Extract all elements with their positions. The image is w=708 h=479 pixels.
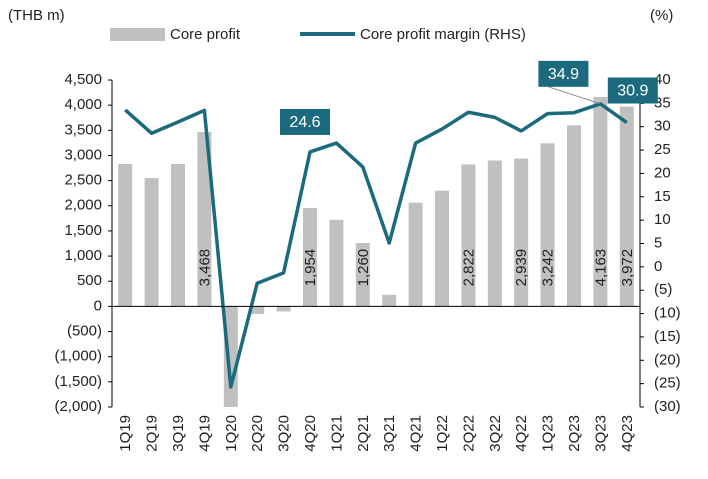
y-tick-label: (500) bbox=[67, 323, 102, 340]
x-tick-label: 3Q23 bbox=[592, 415, 609, 452]
y2-tick-label: (15) bbox=[654, 328, 681, 345]
bar bbox=[171, 164, 185, 307]
bar bbox=[540, 143, 555, 307]
x-tick-label: 4Q21 bbox=[408, 415, 425, 452]
bar bbox=[461, 164, 476, 307]
bar bbox=[223, 306, 238, 407]
y2-tick-label: 30 bbox=[654, 118, 671, 135]
bar-value-label: 2,939 bbox=[513, 249, 530, 287]
y2-tick-label: 10 bbox=[654, 211, 671, 228]
y2-tick-label: (30) bbox=[654, 398, 681, 415]
x-tick-label: 3Q20 bbox=[276, 415, 293, 452]
leader-line bbox=[548, 86, 601, 105]
bar bbox=[487, 160, 502, 307]
y2-tick-label: (10) bbox=[654, 305, 681, 322]
y2-unit-label: (%) bbox=[650, 7, 673, 24]
y-tick-label: 500 bbox=[77, 272, 102, 289]
legend-label: Core profit bbox=[170, 26, 241, 43]
bar-value-label: 3,242 bbox=[540, 249, 557, 287]
x-tick-label: 1Q22 bbox=[434, 415, 451, 452]
bar bbox=[355, 242, 370, 307]
bar bbox=[276, 306, 291, 312]
x-tick-label: 3Q22 bbox=[487, 415, 504, 452]
bar bbox=[329, 219, 344, 307]
x-tick-label: 4Q20 bbox=[302, 415, 319, 452]
x-tick-label: 2Q20 bbox=[249, 415, 266, 452]
x-tick-label: 3Q21 bbox=[381, 415, 398, 452]
y-tick-label: 3,500 bbox=[64, 121, 102, 138]
y-tick-label: 2,000 bbox=[64, 197, 102, 214]
bar bbox=[435, 190, 449, 307]
bar bbox=[514, 158, 529, 307]
y-tick-label: (1,500) bbox=[54, 373, 102, 390]
x-tick-label: 2Q22 bbox=[460, 415, 477, 452]
y2-tick-label: 0 bbox=[654, 258, 662, 275]
bar bbox=[408, 202, 423, 307]
y2-tick-label: 35 bbox=[654, 94, 671, 111]
x-tick-label: 4Q22 bbox=[513, 415, 530, 452]
y-tick-label: 1,500 bbox=[64, 222, 102, 239]
label-box bbox=[538, 60, 589, 87]
x-tick-label: 1Q21 bbox=[328, 415, 345, 452]
bar bbox=[144, 178, 159, 307]
y2-tick-label: 5 bbox=[654, 234, 662, 251]
bar-value-label: 3,468 bbox=[196, 249, 213, 287]
y-tick-label: 2,500 bbox=[64, 172, 102, 189]
line-value-label: 34.9 bbox=[548, 66, 579, 83]
bar bbox=[382, 294, 397, 307]
bar bbox=[619, 106, 634, 307]
y2-tick-label: 25 bbox=[654, 141, 671, 158]
line-value-label: 30.9 bbox=[617, 83, 648, 100]
bar-value-label: 3,972 bbox=[619, 249, 636, 287]
x-tick-label: 2Q23 bbox=[566, 415, 583, 452]
legend-swatch bbox=[110, 28, 165, 41]
y-tick-label: 0 bbox=[94, 297, 102, 314]
bar bbox=[593, 96, 608, 307]
bar bbox=[250, 306, 265, 314]
x-tick-label: 4Q19 bbox=[196, 415, 213, 452]
x-tick-label: 1Q23 bbox=[540, 415, 557, 452]
x-tick-label: 1Q20 bbox=[223, 415, 240, 452]
bar-value-label: 2,822 bbox=[460, 249, 477, 287]
legend-label: Core profit margin (RHS) bbox=[360, 26, 526, 43]
y2-tick-label: (25) bbox=[654, 375, 681, 392]
bar bbox=[567, 125, 581, 307]
bar bbox=[197, 131, 212, 307]
y-tick-label: 4,500 bbox=[64, 71, 102, 88]
x-tick-label: 4Q23 bbox=[619, 415, 636, 452]
bar-value-label: 4,163 bbox=[592, 249, 609, 287]
y-tick-label: (2,000) bbox=[54, 398, 102, 415]
bar-value-label: 1,260 bbox=[355, 249, 372, 287]
x-tick-label: 2Q21 bbox=[355, 415, 372, 452]
y2-tick-label: (5) bbox=[654, 281, 672, 298]
line-value-label: 24.6 bbox=[289, 114, 320, 131]
label-box bbox=[607, 77, 658, 104]
y2-tick-label: 40 bbox=[654, 71, 671, 88]
y2-tick-label: 20 bbox=[654, 164, 671, 181]
x-tick-label: 3Q19 bbox=[170, 415, 187, 452]
bar bbox=[118, 164, 133, 307]
y-tick-label: 1,000 bbox=[64, 247, 102, 264]
y-tick-label: 4,000 bbox=[64, 96, 102, 113]
label-box bbox=[280, 108, 330, 135]
y-tick-label: (1,000) bbox=[54, 348, 102, 365]
x-tick-label: 2Q19 bbox=[144, 415, 161, 452]
y-unit-label: (THB m) bbox=[8, 7, 65, 24]
bar bbox=[303, 208, 317, 307]
y2-tick-label: (20) bbox=[654, 351, 681, 368]
bar-value-label: 1,954 bbox=[302, 249, 319, 287]
line bbox=[124, 102, 628, 389]
x-tick-label: 1Q19 bbox=[117, 415, 134, 452]
y2-tick-label: 15 bbox=[654, 188, 671, 205]
y-tick-label: 3,000 bbox=[64, 146, 102, 163]
